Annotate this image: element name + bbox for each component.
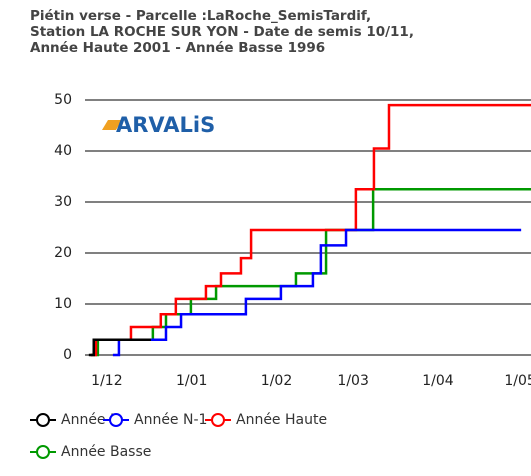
- y-tick-label: 40: [54, 143, 72, 159]
- y-tick-label: 20: [54, 245, 72, 261]
- series-line: [90, 103, 531, 357]
- legend-marker: [36, 413, 50, 427]
- legend-label: Année N: [61, 412, 120, 428]
- x-tick-label: 1/05: [504, 373, 531, 389]
- legend-label: Année Haute: [236, 412, 327, 428]
- x-tick-label: 1/02: [261, 373, 292, 389]
- legend-marker: [109, 413, 123, 427]
- y-tick-label: 50: [54, 92, 72, 108]
- chart-title: Piétin verse - Parcelle :LaRoche_SemisTa…: [30, 8, 371, 24]
- x-tick-label: 1/01: [176, 373, 207, 389]
- chart-title: Année Haute 2001 - Année Basse 1996: [30, 40, 325, 56]
- legend-label: Année N-1: [134, 412, 207, 428]
- legend-marker: [36, 445, 50, 459]
- series-line: [90, 188, 531, 357]
- y-tick-label: 30: [54, 194, 72, 210]
- x-tick-label: 1/04: [422, 373, 454, 389]
- legend-label: Année Basse: [61, 444, 151, 460]
- series-line: [88, 338, 151, 357]
- legend-marker: [211, 413, 225, 427]
- chart-title: Station LA ROCHE SUR YON - Date de semis…: [30, 24, 414, 40]
- series-line: [112, 228, 522, 357]
- x-tick-label: 1/03: [337, 373, 368, 389]
- x-tick-label: 1/12: [91, 373, 122, 389]
- y-tick-label: 0: [63, 347, 72, 363]
- logo-mark: [102, 120, 122, 130]
- logo: ARVALiS: [116, 113, 215, 137]
- y-tick-label: 10: [54, 296, 72, 312]
